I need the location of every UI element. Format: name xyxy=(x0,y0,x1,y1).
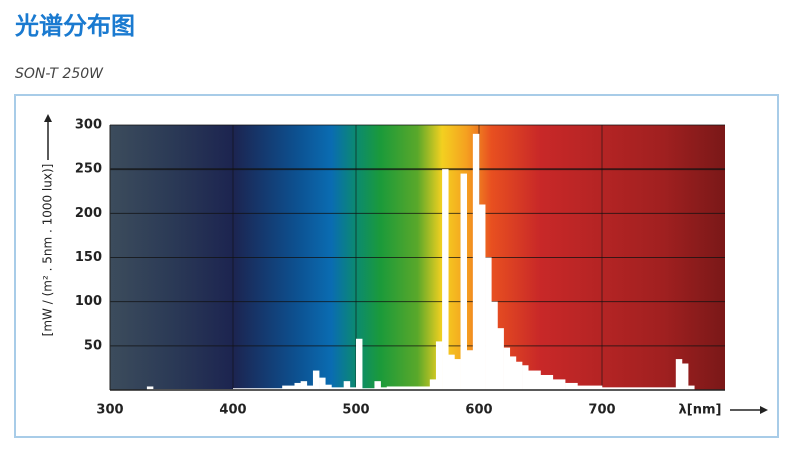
chart-frame xyxy=(14,94,779,438)
spectrum-bar xyxy=(282,385,295,390)
spectrum-bar xyxy=(306,385,314,390)
spectrum-bar xyxy=(442,169,449,390)
spectrum-bar xyxy=(577,385,603,390)
spectrum-bar xyxy=(331,387,344,390)
y-tick-label: 250 xyxy=(75,162,102,177)
spectrum-bar xyxy=(319,377,326,390)
y-arrow-head xyxy=(44,114,52,122)
spectrum-bar xyxy=(466,350,474,390)
x-arrow-head xyxy=(760,406,768,414)
spectrum-bar xyxy=(146,386,154,390)
spectrum-bar xyxy=(380,387,388,390)
y-tick-label: 50 xyxy=(84,338,102,353)
spectrum-bar xyxy=(312,370,320,390)
spectrum-bar xyxy=(233,388,283,390)
y-axis-label: [mW / (m² . 5nm . 1000 lux)] xyxy=(41,164,55,337)
y-tick-label: 300 xyxy=(75,118,102,133)
spectrum-bar xyxy=(602,387,677,390)
x-tick-label: 400 xyxy=(219,403,246,418)
spectrum-bar xyxy=(485,257,492,390)
spectrum-bar xyxy=(688,385,695,390)
spectrum-bar xyxy=(435,341,443,390)
spectrum-bar xyxy=(522,365,529,390)
spectrum-bar xyxy=(528,370,541,390)
y-tick-label: 200 xyxy=(75,206,102,221)
spectrum-bar xyxy=(497,328,504,390)
spectrum-bar xyxy=(429,379,437,390)
spectrum-bar xyxy=(325,384,332,390)
spectrum-bar xyxy=(294,382,301,390)
plot-area: 50 100 150 200 250 300 300 400 500 600 700 xyxy=(75,118,725,418)
spectrum-bar xyxy=(565,382,578,390)
spectrum-bar xyxy=(479,204,486,390)
x-tick-label: 600 xyxy=(465,403,492,418)
subtitle: SON-T 250W xyxy=(15,66,104,82)
spectrum-bar xyxy=(454,359,461,390)
x-axis-label: λ[nm] xyxy=(679,403,722,418)
spectrum-bar xyxy=(362,388,375,390)
page-title: 光谱分布图 xyxy=(14,12,135,40)
spectrum-bar xyxy=(675,359,683,390)
x-tick-label: 300 xyxy=(96,403,123,418)
spectrum-bar xyxy=(472,133,480,391)
x-tick-label: 500 xyxy=(342,403,369,418)
spectrum-bar xyxy=(460,173,467,390)
spectrum-bar xyxy=(374,381,381,390)
spectrum-bar xyxy=(515,361,523,390)
spectrum-bar xyxy=(503,347,511,390)
spectrum-bar xyxy=(552,379,566,390)
spectrum-bar xyxy=(509,356,517,390)
x-tick-label: 700 xyxy=(588,403,615,418)
spectrum-bar xyxy=(386,386,431,390)
y-tick-label: 100 xyxy=(75,294,102,309)
spectrum-bar xyxy=(300,381,308,390)
y-tick-label: 150 xyxy=(75,250,102,265)
spectrum-bar xyxy=(448,354,455,390)
spectrum-bar xyxy=(356,338,363,390)
spectrum-bar xyxy=(343,381,351,390)
spectrum-bar xyxy=(491,301,498,390)
spectrum-bar xyxy=(540,374,554,390)
spectrum-bar xyxy=(681,363,689,390)
spectrum-bar xyxy=(349,387,357,390)
